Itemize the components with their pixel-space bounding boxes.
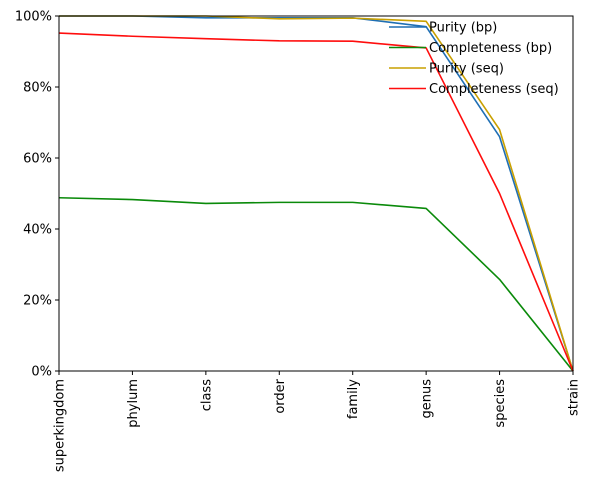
x-tick-label: genus: [420, 379, 435, 419]
plot-frame: [58, 15, 574, 372]
y-tick-label: 60%: [23, 152, 52, 167]
x-tick-label: species: [493, 379, 508, 428]
x-tick-label: family: [346, 379, 361, 419]
x-tick-label: superkingdom: [53, 379, 68, 472]
x-tick-label: phylum: [126, 379, 141, 428]
legend-label-completeness-seq: Completeness (seq): [429, 82, 559, 97]
y-axis: 0% 20% 40% 60% 80% 100%: [15, 10, 59, 380]
legend-label-purity-seq: Purity (seq): [429, 62, 504, 77]
y-tick-label: 0%: [31, 365, 52, 380]
x-tick-label: order: [273, 378, 288, 413]
y-tick-label: 80%: [23, 81, 52, 96]
series-line-completeness-bp: [58, 196, 574, 372]
legend: Purity (bp) Completeness (bp) Purity (seq)…: [389, 21, 559, 97]
x-tick-label: class: [199, 379, 214, 411]
legend-label-completeness-bp: Completeness (bp): [429, 41, 552, 56]
y-tick-label: 40%: [23, 223, 52, 238]
x-tick-label: strain: [567, 379, 582, 416]
y-tick-label: 100%: [15, 10, 52, 25]
series-line-completeness-seq: [58, 32, 574, 372]
x-axis: superkingdom phylum class order family genus s…: [53, 371, 582, 472]
legend-label-purity-bp: Purity (bp): [429, 21, 497, 36]
y-tick-label: 20%: [23, 294, 52, 309]
